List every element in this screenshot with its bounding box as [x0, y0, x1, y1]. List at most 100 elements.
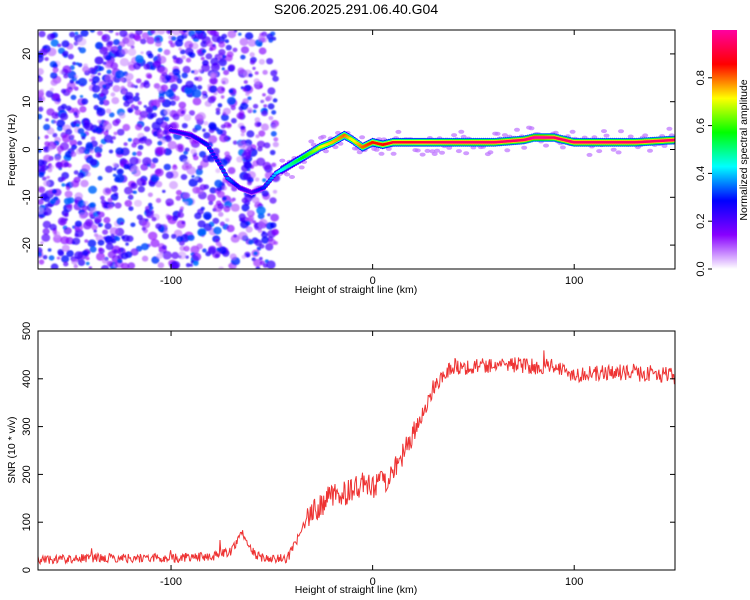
spectrogram-cell — [50, 198, 56, 204]
spectrogram-cell — [271, 228, 279, 236]
spectrogram-cell — [237, 67, 245, 74]
spectrogram-cell — [196, 112, 206, 121]
spectrogram-cell — [226, 224, 235, 233]
spectrogram-cell — [38, 74, 41, 78]
spectrogram-ridge-cell — [215, 159, 220, 162]
spectrogram-cell — [130, 104, 136, 109]
spectrogram-cell — [133, 62, 141, 70]
spectrogram-cell — [205, 53, 213, 60]
spectrogram-cell — [139, 84, 144, 89]
spectrogram-cell — [114, 202, 122, 209]
spectrogram-cell — [46, 175, 50, 179]
spectrogram-cell — [241, 254, 247, 259]
spectrogram-cell — [148, 202, 153, 207]
spectrogram-cell — [83, 63, 88, 68]
spectrogram-cell — [38, 171, 45, 178]
spectrogram-cell — [194, 76, 199, 81]
spectrogram-ridge-cell — [263, 184, 268, 187]
spectrogram-cell — [245, 92, 250, 96]
spectrogram-cell — [134, 199, 142, 207]
spectrogram-cell — [119, 58, 129, 67]
spectrogram-cell — [159, 76, 167, 83]
spectrogram-cell — [230, 234, 240, 243]
spectrogram-cell — [42, 176, 47, 181]
spectrogram-cell — [165, 89, 175, 98]
spectrogram-cell — [69, 31, 76, 38]
spectrogram-cell — [252, 196, 260, 204]
spectrogram-halo-cell — [356, 150, 363, 155]
spectrogram-cell — [60, 88, 67, 94]
spectrogram-cell — [137, 100, 142, 105]
spectrogram-cell — [261, 231, 268, 238]
spectrogram-ridge — [168, 125, 675, 196]
spectrogram-cell — [223, 69, 230, 76]
spectrogram-cell — [146, 142, 151, 147]
spectrogram-cell — [178, 101, 187, 109]
spectrogram-cell — [215, 168, 221, 174]
spectrogram-cell — [181, 72, 188, 79]
spectrogram-cell — [134, 55, 144, 63]
spectrogram-cell — [188, 52, 196, 58]
spectrogram-cell — [64, 190, 73, 198]
spectrogram-cell — [89, 203, 94, 207]
snr-ytick-label: 300 — [21, 417, 33, 435]
spectrogram-cell — [192, 89, 202, 98]
spectrogram-cell — [271, 162, 277, 168]
spectrogram-cell — [61, 40, 70, 48]
spectrogram-cell — [53, 120, 57, 124]
spectrogram-halo-cell — [514, 127, 520, 132]
snr-ytick-label: 400 — [21, 370, 33, 388]
spectrogram-cell — [200, 56, 205, 61]
spectrogram-cell — [196, 243, 203, 250]
spectrogram-cell — [122, 90, 126, 94]
spectrogram-cell — [67, 53, 74, 60]
spectrogram-cell — [63, 212, 69, 218]
spectrogram-cell — [187, 234, 195, 241]
spectrogram-cell — [216, 241, 222, 247]
spectrogram-halo-cell — [460, 134, 467, 139]
spectrogram-cell — [160, 84, 169, 92]
spectrogram-cell — [270, 213, 279, 222]
spectrogram-cell — [261, 236, 269, 244]
spectrogram-cell — [180, 49, 186, 55]
spectrogram-cell — [84, 148, 90, 155]
spectrogram-cell — [76, 148, 83, 155]
spectrogram-cell — [152, 157, 159, 164]
snr-axes: -100 0 100 0 100 200 300 400 500 — [21, 322, 675, 588]
spectrogram-cell — [165, 74, 172, 81]
spectrogram-cell — [79, 212, 87, 220]
spectrogram-cell — [258, 34, 266, 42]
spectrogram-cell — [271, 110, 277, 115]
spectrogram-cell — [199, 184, 207, 191]
spectrogram-cell — [184, 147, 190, 152]
spectrogram-cell — [149, 162, 156, 169]
spectrogram-halo-cell — [458, 129, 465, 134]
spectrogram-cell — [117, 45, 123, 50]
spectrogram-cell — [79, 95, 84, 98]
spectrogram-cell — [38, 95, 46, 103]
colorbar: 0.0 0.2 0.4 0.6 0.8 Normalized spectral ampl… — [695, 30, 750, 277]
spectrogram-cell — [111, 97, 120, 105]
spectrogram-cell — [270, 70, 278, 77]
spectrogram-cell — [257, 213, 265, 220]
spectrogram-xtick-label: -100 — [160, 275, 182, 287]
spectrogram-cell — [112, 119, 120, 127]
spectrogram-cell — [77, 37, 87, 46]
spectrogram-cell — [114, 176, 120, 183]
spectrogram-cell — [180, 110, 185, 115]
spectrogram-cell — [140, 38, 147, 45]
spectrogram-ridge-cell — [223, 173, 228, 176]
spectrogram-halo-cell — [320, 134, 327, 139]
spectrogram-cell — [133, 190, 138, 194]
spectrogram-cell — [161, 245, 167, 250]
spectrogram-cell — [241, 151, 251, 161]
spectrogram-cell — [143, 81, 151, 89]
snr-frame — [37, 330, 676, 571]
spectrogram-cell — [237, 140, 246, 149]
snr-ytick-label: 500 — [21, 322, 33, 340]
spectrogram-cell — [243, 172, 252, 181]
spectrogram-cell — [107, 197, 113, 203]
spectrogram-cell — [222, 196, 227, 201]
spectrogram-cell — [225, 218, 230, 222]
spectrogram-halo-cell — [596, 149, 603, 154]
